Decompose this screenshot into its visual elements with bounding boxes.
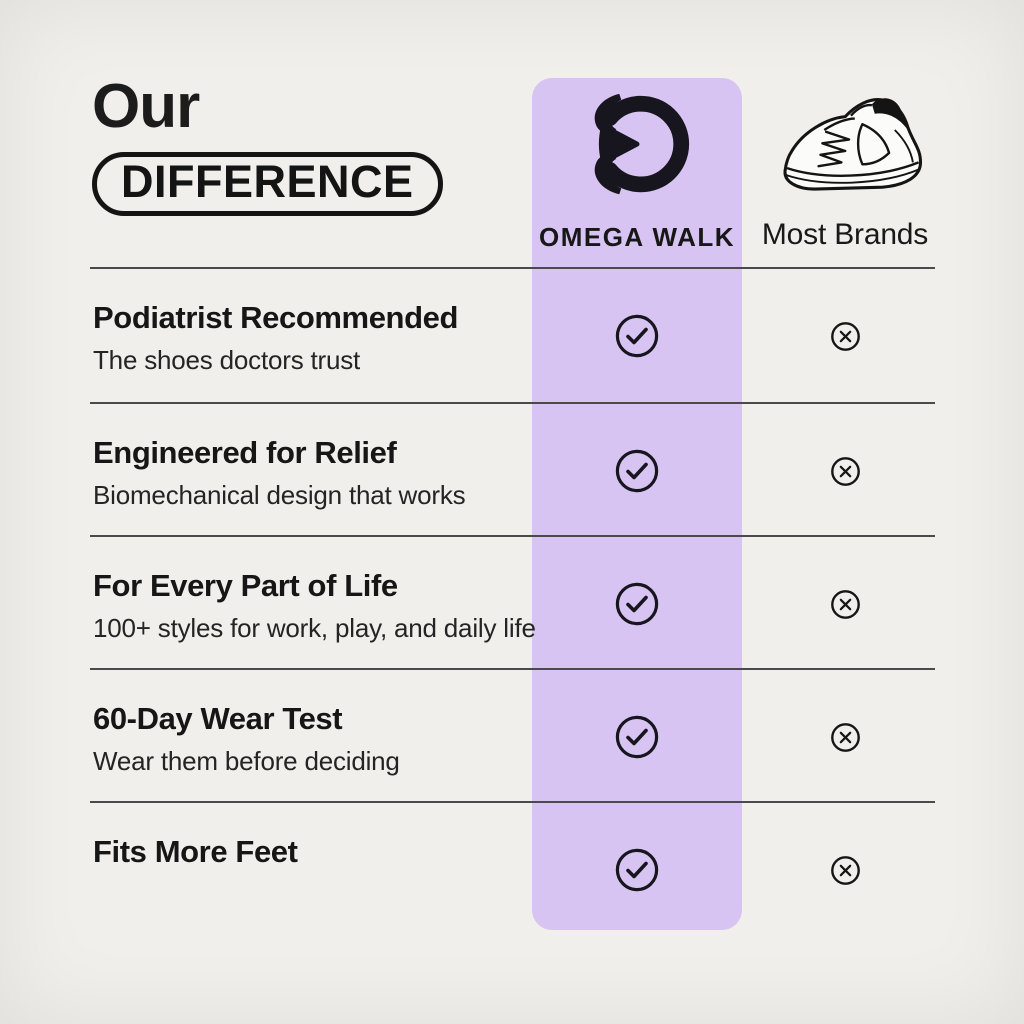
check-circle-icon xyxy=(614,448,660,494)
sneaker-icon-drawing xyxy=(783,98,923,191)
brand-highlight-column xyxy=(532,78,742,930)
table-row: Engineered for Relief Biomechanical desi… xyxy=(90,404,935,537)
page-title: Our DIFFERENCE xyxy=(92,72,443,217)
competitor-column-label: Most Brands xyxy=(761,218,929,251)
omega-walk-logo-icon xyxy=(594,93,690,195)
row-feature-title: Fits More Feet xyxy=(93,834,298,869)
row-feature-title: Podiatrist Recommended xyxy=(93,300,459,335)
omega-walk-logo xyxy=(532,86,742,208)
row-feature-subtitle: The shoes doctors trust xyxy=(93,345,361,376)
row-feature: 60-Day Wear Test Wear them before decidi… xyxy=(93,701,553,777)
comparison-table: Podiatrist Recommended The shoes doctors… xyxy=(90,267,935,943)
row-feature: For Every Part of Life 100+ styles for w… xyxy=(93,568,553,644)
table-row: Fits More Feet xyxy=(90,803,935,943)
cross-circle-icon xyxy=(830,456,861,487)
row-feature-title: Engineered for Relief xyxy=(93,435,397,470)
page-title-line2-pill: DIFFERENCE xyxy=(92,152,443,217)
check-circle-icon xyxy=(614,313,660,359)
table-row: 60-Day Wear Test Wear them before decidi… xyxy=(90,670,935,803)
row-feature: Fits More Feet xyxy=(93,834,553,869)
sneaker-icon xyxy=(765,80,935,200)
cross-circle-icon xyxy=(830,589,861,620)
brand-column-label: OMEGA WALK xyxy=(538,222,736,252)
page-title-line1: Our xyxy=(92,72,200,141)
row-feature-subtitle: Biomechanical design that works xyxy=(93,480,466,511)
table-row: Podiatrist Recommended The shoes doctors… xyxy=(90,269,935,404)
table-row: For Every Part of Life 100+ styles for w… xyxy=(90,537,935,670)
row-feature-subtitle: 100+ styles for work, play, and daily li… xyxy=(93,613,536,644)
cross-circle-icon xyxy=(830,722,861,753)
row-feature: Podiatrist Recommended The shoes doctors… xyxy=(93,300,553,376)
row-feature-title: For Every Part of Life xyxy=(93,568,398,603)
row-feature-title: 60-Day Wear Test xyxy=(93,701,343,736)
row-feature: Engineered for Relief Biomechanical desi… xyxy=(93,435,553,511)
cross-circle-icon xyxy=(830,855,861,886)
row-feature-subtitle: Wear them before deciding xyxy=(93,746,400,777)
check-circle-icon xyxy=(614,847,660,893)
check-circle-icon xyxy=(614,581,660,627)
check-circle-icon xyxy=(614,714,660,760)
cross-circle-icon xyxy=(830,321,861,352)
